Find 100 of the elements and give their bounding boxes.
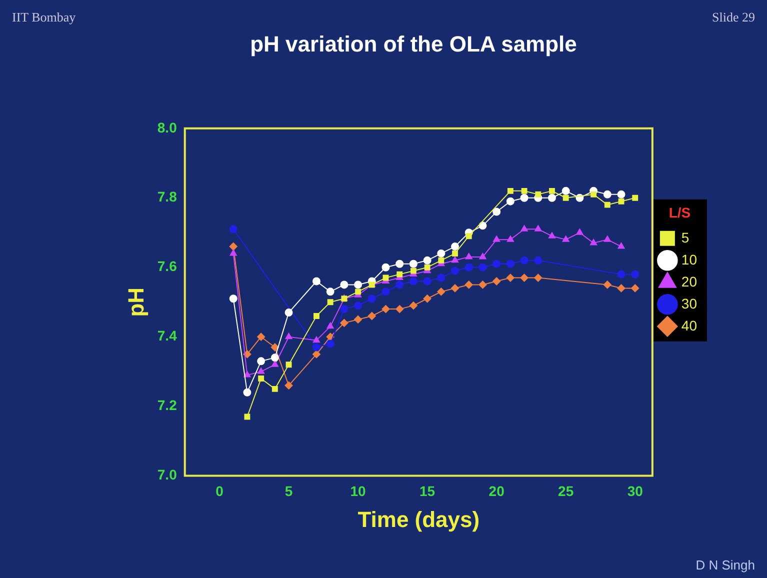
point — [464, 263, 473, 272]
point — [327, 299, 334, 306]
x-tick-label: 5 — [284, 483, 293, 500]
x-tick-label: 15 — [420, 483, 436, 500]
point — [423, 294, 432, 303]
point — [492, 277, 501, 286]
point — [229, 294, 238, 303]
point — [548, 232, 556, 238]
x-tick-label: 10 — [350, 483, 366, 500]
point — [549, 188, 555, 194]
x-tick-label: 0 — [216, 483, 224, 500]
point — [492, 208, 501, 216]
point — [409, 260, 418, 268]
x-tick-label: 25 — [558, 483, 574, 500]
point — [244, 371, 251, 378]
point — [451, 242, 460, 251]
point — [355, 288, 362, 295]
point — [354, 302, 362, 310]
y-tick-label: 8.0 — [157, 119, 178, 136]
point — [340, 280, 348, 289]
point — [520, 256, 528, 264]
point — [603, 190, 612, 198]
point — [464, 280, 473, 289]
point — [314, 313, 320, 319]
legend-label: 5 — [681, 229, 690, 246]
point — [452, 250, 458, 256]
point — [492, 260, 501, 268]
point — [326, 322, 334, 329]
point — [590, 239, 598, 246]
point — [479, 252, 486, 260]
point — [534, 256, 542, 264]
point — [340, 305, 348, 314]
legend-title: L/S — [668, 204, 691, 220]
chart-title: pH variation of the OLA sample — [250, 31, 577, 56]
point — [618, 242, 625, 249]
y-tick-label: 7.0 — [157, 466, 178, 483]
point — [270, 354, 279, 362]
point — [423, 277, 432, 286]
point — [590, 191, 597, 198]
point — [451, 256, 459, 263]
point — [424, 264, 430, 270]
point — [257, 357, 266, 366]
point — [451, 284, 460, 292]
point — [506, 274, 514, 282]
point — [340, 318, 348, 327]
point — [312, 336, 320, 343]
point — [382, 274, 389, 281]
point — [271, 360, 278, 367]
legend-label: 10 — [681, 251, 698, 268]
text: Slide 29 — [712, 9, 755, 24]
point — [272, 386, 278, 392]
y-tick-label: 7.8 — [157, 188, 178, 205]
point — [284, 381, 293, 390]
point — [368, 294, 376, 303]
point — [617, 284, 626, 292]
point — [423, 256, 432, 264]
point — [258, 376, 264, 382]
legend-label: 30 — [681, 295, 698, 312]
point — [244, 414, 250, 420]
y-tick-label: 7.2 — [157, 397, 178, 414]
point — [535, 191, 542, 198]
point — [409, 302, 418, 310]
point — [562, 236, 570, 242]
point — [507, 188, 514, 194]
point — [229, 225, 238, 234]
point — [478, 263, 487, 272]
point — [506, 197, 514, 206]
point — [466, 233, 472, 240]
y-axis-title: pH — [123, 287, 148, 317]
point — [284, 308, 293, 317]
point — [382, 288, 390, 296]
y-tick-label: 7.4 — [157, 328, 178, 344]
point — [520, 194, 528, 202]
point — [534, 274, 542, 282]
point — [617, 270, 626, 278]
legend-label: 20 — [681, 273, 698, 290]
point — [603, 280, 612, 289]
point — [285, 332, 292, 340]
point — [382, 305, 390, 314]
point — [617, 190, 626, 198]
point — [354, 280, 362, 289]
point — [493, 236, 500, 242]
point — [506, 260, 514, 268]
point — [312, 343, 320, 352]
point — [326, 340, 334, 348]
point — [396, 280, 404, 289]
point — [368, 312, 376, 320]
point — [520, 225, 528, 232]
point — [506, 236, 514, 242]
point — [312, 350, 320, 358]
point — [534, 225, 542, 232]
y-tick-label: 7.6 — [157, 258, 178, 274]
point — [631, 270, 640, 278]
point — [229, 242, 238, 251]
point — [562, 186, 570, 195]
point — [438, 257, 444, 264]
point — [312, 277, 320, 286]
point — [437, 274, 446, 282]
point — [257, 332, 266, 341]
point — [576, 228, 584, 235]
